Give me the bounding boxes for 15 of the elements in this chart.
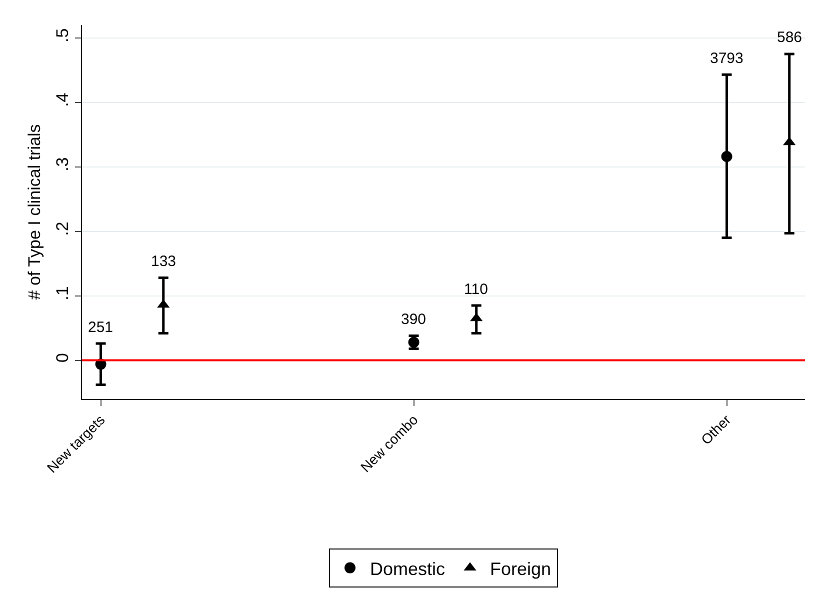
annotation: 586 bbox=[777, 29, 802, 46]
y-tick-label: .4 bbox=[53, 92, 72, 107]
annotation: 110 bbox=[464, 281, 488, 298]
annotation: 3793 bbox=[710, 50, 744, 67]
legend-label: Foreign bbox=[490, 558, 552, 579]
y-tick-label: 0 bbox=[53, 353, 72, 362]
y-tick-label: .1 bbox=[53, 286, 72, 300]
y-tick-label: .3 bbox=[53, 157, 72, 172]
annotation: 251 bbox=[88, 319, 114, 336]
legend-label: Domestic bbox=[370, 558, 446, 579]
y-tick-label: .2 bbox=[53, 222, 72, 236]
y-axis-title: # of Type I clinical trials bbox=[24, 124, 44, 300]
annotation: 133 bbox=[151, 253, 176, 270]
y-tick-label: .5 bbox=[53, 28, 72, 42]
annotation: 390 bbox=[401, 311, 426, 328]
